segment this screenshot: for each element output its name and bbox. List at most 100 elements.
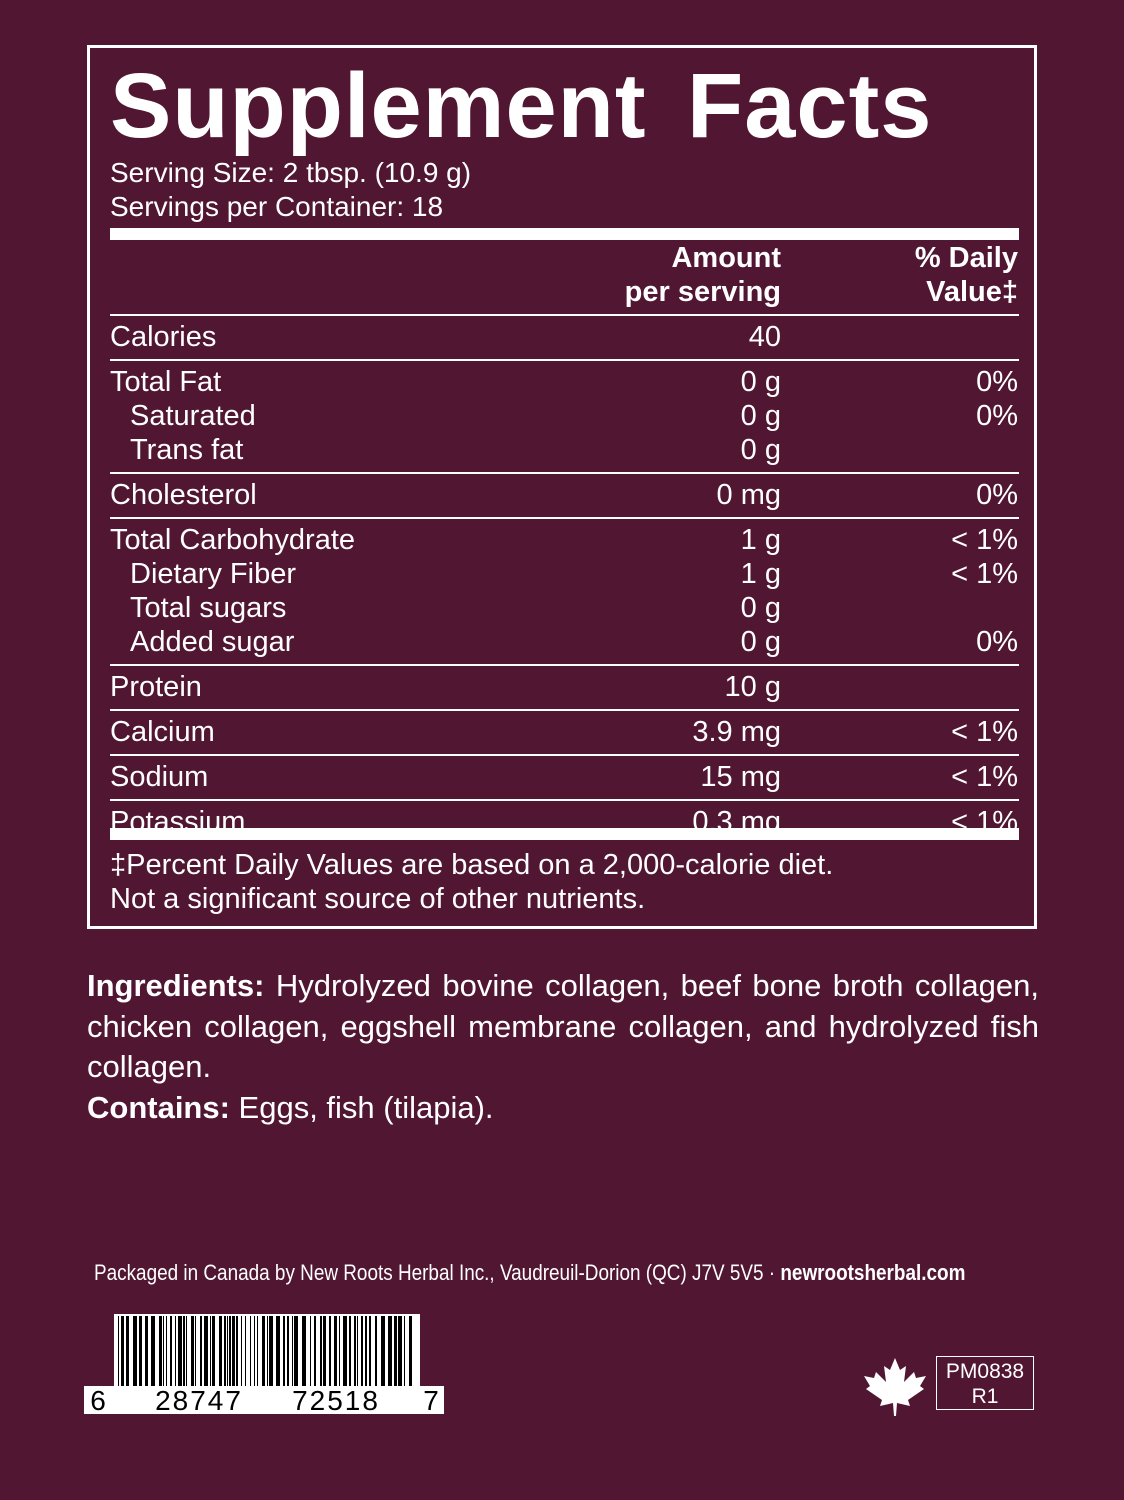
nutrient-rows: Calories 40 Total Fat 0 g 0% Saturated 0 g 0% Tr… xyxy=(110,316,1019,844)
barcode-bar xyxy=(409,1316,412,1392)
nutrient-group: Total Carbohydrate 1 g < 1% Dietary Fiber 1 … xyxy=(110,519,1019,666)
nutrient-name: Trans fat xyxy=(130,434,244,466)
barcode-bar xyxy=(227,1316,228,1392)
barcode-bar xyxy=(310,1316,311,1392)
header-line: % Daily xyxy=(914,242,1018,274)
barcode-bar xyxy=(241,1316,242,1392)
digit-bg xyxy=(84,1386,444,1414)
barcode-bar xyxy=(229,1316,231,1392)
nutrient-name: Total sugars xyxy=(130,592,287,624)
nutrient-name: Protein xyxy=(110,671,202,703)
barcode-bar xyxy=(250,1316,251,1392)
barcode-bar xyxy=(343,1316,347,1392)
barcode-bar xyxy=(139,1316,142,1392)
barcode-bar xyxy=(267,1316,268,1392)
nutrient-group: Calories 40 xyxy=(110,316,1019,361)
nutrient-name: Calories xyxy=(110,321,217,353)
barcode-bar xyxy=(292,1316,293,1392)
nutrient-row: Total Carbohydrate 1 g < 1% xyxy=(110,523,1019,557)
barcode-bar xyxy=(183,1316,185,1392)
nutrient-row: Calcium 3.9 mg < 1% xyxy=(110,715,1019,749)
amount-header: Amount per serving xyxy=(625,241,781,309)
nutrient-amount: 1 g xyxy=(740,558,781,590)
barcode-bar xyxy=(186,1316,187,1392)
title: Supplement Facts xyxy=(110,55,933,157)
barcode-bar xyxy=(388,1316,392,1392)
supplement-facts-panel: Supplement Facts Serving Size: 2 tbsp. (… xyxy=(87,45,1037,929)
nutrient-amount: 40 xyxy=(748,321,781,353)
product-code-line: R1 xyxy=(971,1385,999,1408)
barcode-bar xyxy=(126,1316,129,1392)
nutrient-group: Protein 10 g xyxy=(110,666,1019,711)
nutrient-name: Dietary Fiber xyxy=(130,558,296,590)
product-code-line: PM0838 xyxy=(945,1360,1025,1383)
nutrient-amount: 3.9 mg xyxy=(692,716,781,748)
barcode-bar xyxy=(394,1316,397,1392)
contains-label: Contains: xyxy=(87,1089,230,1125)
nutrient-name: Added sugar xyxy=(130,626,295,658)
header-line: per serving xyxy=(624,276,781,308)
barcode-bar xyxy=(339,1316,340,1392)
barcode-bar xyxy=(357,1316,358,1392)
nutrient-row: Trans fat 0 g xyxy=(110,433,1019,467)
barcode-bar xyxy=(236,1316,238,1392)
nutrient-dv: < 1% xyxy=(951,558,1018,590)
header-line: Amount xyxy=(671,242,781,274)
barcode-bar xyxy=(314,1316,316,1392)
nutrient-group: Calcium 3.9 mg < 1% xyxy=(110,711,1019,756)
barcode-bar xyxy=(334,1316,337,1392)
barcode-bar xyxy=(404,1316,405,1392)
nutrient-dv: 0% xyxy=(976,626,1018,658)
nutrient-amount: 0 g xyxy=(740,366,781,398)
nutrient-dv: 0% xyxy=(976,479,1018,511)
nutrient-row: Total sugars 0 g xyxy=(110,591,1019,625)
thick-rule xyxy=(110,228,1019,240)
barcode-digit: 28747 xyxy=(155,1385,243,1414)
footnote: ‡Percent Daily Values are based on a 2,0… xyxy=(110,848,833,916)
barcode-bar xyxy=(269,1316,273,1392)
barcode-bar xyxy=(283,1316,285,1392)
barcode-bar xyxy=(398,1316,402,1392)
nutrient-row: Dietary Fiber 1 g < 1% xyxy=(110,557,1019,591)
nutrient-amount: 15 mg xyxy=(700,761,781,793)
thick-rule xyxy=(110,828,1019,840)
barcode-bar xyxy=(254,1316,255,1392)
nutrient-group: Cholesterol 0 mg 0% xyxy=(110,474,1019,519)
nutrient-amount: 0 g xyxy=(740,626,781,658)
barcode-bar xyxy=(121,1316,124,1392)
nutrient-row: Calories 40 xyxy=(110,320,1019,354)
barcode-bar xyxy=(151,1316,155,1392)
nutrient-name: Saturated xyxy=(130,400,256,432)
footnote-line: Not a significant source of other nutrie… xyxy=(110,883,646,915)
barcode-bar xyxy=(354,1316,356,1392)
nutrient-group: Sodium 15 mg < 1% xyxy=(110,756,1019,801)
nutrient-row: Added sugar 0 g 0% xyxy=(110,625,1019,659)
serving-size: Serving Size: 2 tbsp. (10.9 g) xyxy=(110,157,472,188)
barcode-bar xyxy=(329,1316,331,1392)
ingredients-label: Ingredients: xyxy=(87,968,265,1003)
ingredients: Ingredients: Hydrolyzed bovine collagen,… xyxy=(87,966,1039,1128)
nutrient-name: Calcium xyxy=(110,716,215,748)
barcode-bar xyxy=(262,1316,265,1392)
website: newrootsherbal.com xyxy=(780,1260,966,1285)
nutrient-amount: 0 g xyxy=(740,400,781,432)
header-line: Value‡ xyxy=(926,276,1018,308)
barcode-bar xyxy=(361,1316,363,1392)
nutrient-row: Cholesterol 0 mg 0% xyxy=(110,478,1019,512)
barcode-bar xyxy=(323,1316,326,1392)
nutrient-amount: 0 g xyxy=(740,434,781,466)
nutrient-row: Protein 10 g xyxy=(110,670,1019,704)
barcode-bar xyxy=(145,1316,148,1392)
barcode-digit: 6 xyxy=(90,1385,106,1414)
nutrient-name: Total Carbohydrate xyxy=(110,524,356,556)
barcode-bar xyxy=(210,1316,211,1392)
barcode-bar xyxy=(381,1316,385,1392)
barcode-bar xyxy=(257,1316,258,1392)
barcode-bar xyxy=(175,1316,176,1392)
barcode-bar xyxy=(170,1316,172,1392)
barcode-bar xyxy=(320,1316,322,1392)
packaged-text: Packaged in Canada by New Roots Herbal I… xyxy=(94,1260,781,1285)
digit-bg xyxy=(84,1386,106,1414)
servings-per-container: Servings per Container: 18 xyxy=(110,191,444,222)
